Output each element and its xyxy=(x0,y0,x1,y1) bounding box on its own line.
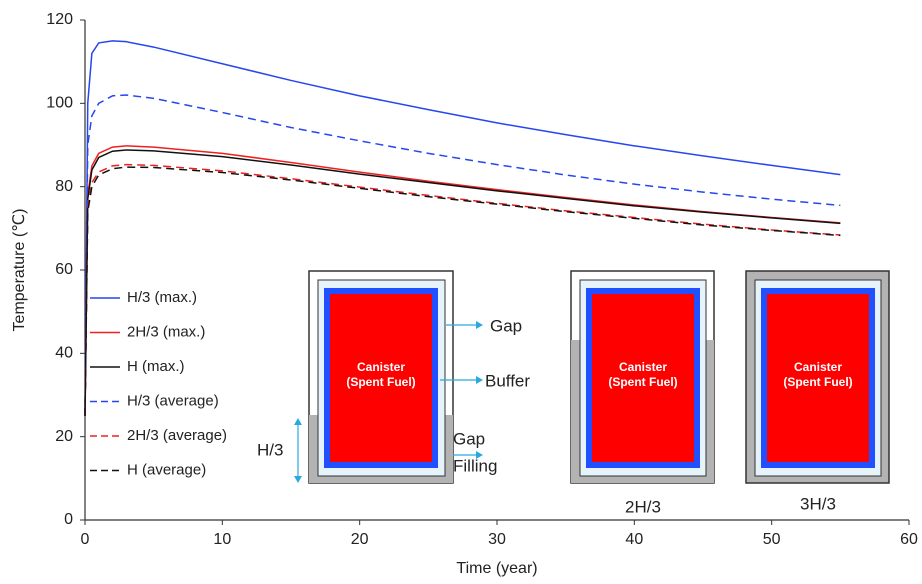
legend-label: H (max.) xyxy=(127,358,185,375)
x-tick-label: 60 xyxy=(900,531,918,548)
legend-label: H/3 (max.) xyxy=(127,289,197,306)
canister-label: Canister xyxy=(794,360,842,374)
case-label: 3H/3 xyxy=(800,494,836,513)
series-line xyxy=(84,166,841,416)
diagram-2h3: Canister (Spent Fuel) 2H/3 xyxy=(570,270,715,516)
legend-label: H (average) xyxy=(127,461,206,478)
gap-filling-label: Filling xyxy=(453,456,497,475)
canister-label: Canister xyxy=(357,360,405,374)
series-line xyxy=(84,94,841,416)
x-axis-label: Time (year) xyxy=(456,560,537,577)
y-axis-label: Temperature (℃) xyxy=(11,209,28,332)
canister-label: (Spent Fuel) xyxy=(346,375,415,389)
y-tick-label: 100 xyxy=(46,95,73,112)
y-tick-label: 40 xyxy=(55,345,73,362)
diagram-h3: Canister (Spent Fuel) Gap Buffer Gap Fil… xyxy=(257,270,530,484)
legend-label: 2H/3 (max.) xyxy=(127,323,205,340)
y-tick-label: 0 xyxy=(64,511,73,528)
x-tick-label: 50 xyxy=(763,531,781,548)
x-tick-label: 10 xyxy=(213,531,231,548)
case-label: 2H/3 xyxy=(625,497,661,516)
canister-label: Canister xyxy=(619,360,667,374)
y-tick-label: 120 xyxy=(46,11,73,28)
canister-label: (Spent Fuel) xyxy=(783,375,852,389)
x-tick-label: 0 xyxy=(81,531,90,548)
legend-label: H/3 (average) xyxy=(127,392,219,409)
buffer-label: Buffer xyxy=(485,371,530,390)
y-tick-label: 80 xyxy=(55,178,73,195)
series-line xyxy=(84,163,841,416)
y-tick-label: 20 xyxy=(55,428,73,445)
canister-label: (Spent Fuel) xyxy=(608,375,677,389)
y-tick-label: 60 xyxy=(55,261,73,278)
series-line xyxy=(84,40,841,416)
height-label: H/3 xyxy=(257,440,283,459)
legend-label: 2H/3 (average) xyxy=(127,427,227,444)
x-tick-label: 40 xyxy=(625,531,643,548)
gap-filling-label: Gap xyxy=(453,429,485,448)
diagram-3h3: Canister (Spent Fuel) 3H/3 xyxy=(745,270,890,513)
x-tick-label: 20 xyxy=(351,531,369,548)
gap-label: Gap xyxy=(490,316,522,335)
x-tick-label: 30 xyxy=(488,531,506,548)
series-line xyxy=(84,149,841,416)
